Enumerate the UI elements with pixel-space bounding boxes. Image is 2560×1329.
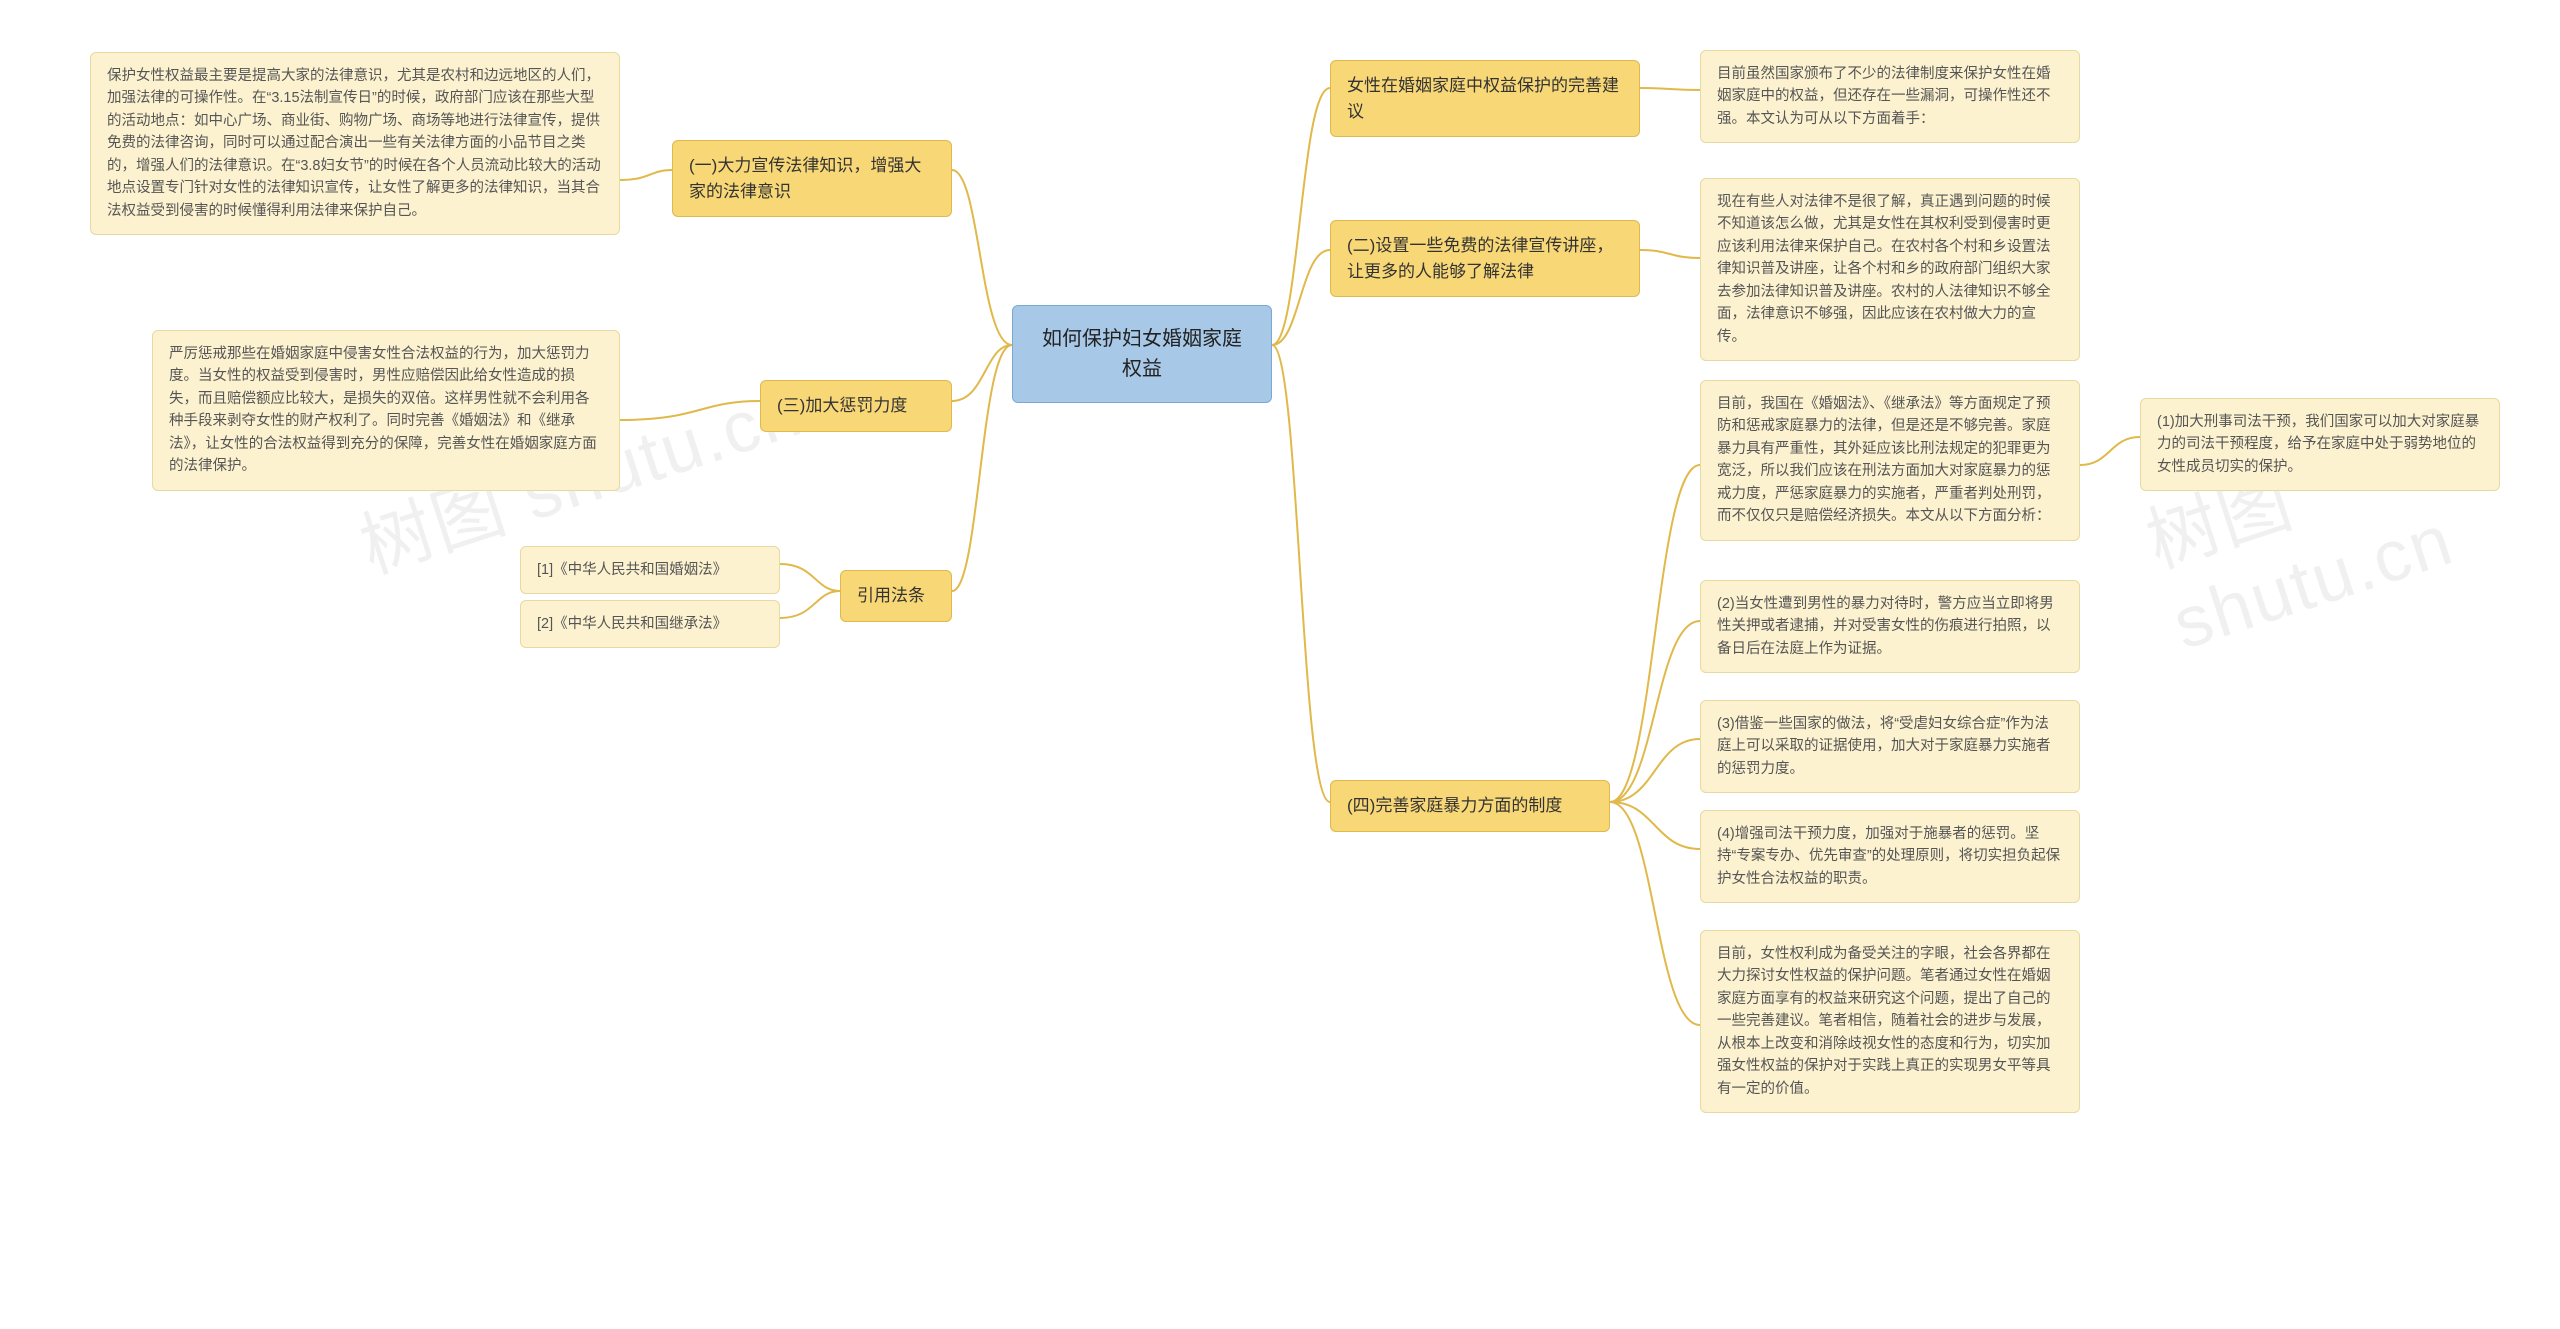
branch-l2[interactable]: (三)加大惩罚力度 xyxy=(760,380,952,432)
branch-r2[interactable]: (二)设置一些免费的法律宣传讲座，让更多的人能够了解法律 xyxy=(1330,220,1640,297)
branch-r3[interactable]: (四)完善家庭暴力方面的制度 xyxy=(1330,780,1610,832)
branch-label: (四)完善家庭暴力方面的制度 xyxy=(1347,796,1562,815)
leaf-r3-2[interactable]: (3)借鉴一些国家的做法，将“受虐妇女综合症”作为法庭上可以采取的证据使用，加大… xyxy=(1700,700,2080,793)
leaf-text: 目前，我国在《婚姻法》、《继承法》等方面规定了预防和惩戒家庭暴力的法律，但是还是… xyxy=(1717,396,2051,524)
leaf-text: 保护女性权益最主要是提高大家的法律意识，尤其是农村和边远地区的人们，加强法律的可… xyxy=(107,68,601,219)
leaf-text: (4)增强司法干预力度，加强对于施暴者的惩罚。坚持“专案专办、优先审查”的处理原… xyxy=(1717,826,2060,887)
leaf-text: (3)借鉴一些国家的做法，将“受虐妇女综合症”作为法庭上可以采取的证据使用，加大… xyxy=(1717,716,2051,777)
branch-l1[interactable]: (一)大力宣传法律知识，增强大家的法律意识 xyxy=(672,140,952,217)
leaf-r3-1[interactable]: (2)当女性遭到男性的暴力对待时，警方应当立即将男性关押或者逮捕，并对受害女性的… xyxy=(1700,580,2080,673)
leaf-l3-0[interactable]: [1]《中华人民共和国婚姻法》 xyxy=(520,546,780,594)
leaf-r3-0-0[interactable]: (1)加大刑事司法干预，我们国家可以加大对家庭暴力的司法干预程度，给予在家庭中处… xyxy=(2140,398,2500,491)
leaf-l3-1[interactable]: [2]《中华人民共和国继承法》 xyxy=(520,600,780,648)
leaf-text: 现在有些人对法律不是很了解，真正遇到问题的时候不知道该怎么做，尤其是女性在其权利… xyxy=(1717,194,2051,345)
branch-label: (三)加大惩罚力度 xyxy=(777,396,907,415)
leaf-r3-0[interactable]: 目前，我国在《婚姻法》、《继承法》等方面规定了预防和惩戒家庭暴力的法律，但是还是… xyxy=(1700,380,2080,541)
leaf-r2-0[interactable]: 现在有些人对法律不是很了解，真正遇到问题的时候不知道该怎么做，尤其是女性在其权利… xyxy=(1700,178,2080,361)
watermark-text: 树图 shutu.cn xyxy=(2137,461,2462,665)
mindmap-canvas: 树图 shutu.cn 树图 shutu.cn 如何保护妇女婚姻家庭权益 (一)… xyxy=(0,0,2560,1329)
leaf-r1-0[interactable]: 目前虽然国家颁布了不少的法律制度来保护女性在婚姻家庭中的权益，但还存在一些漏洞，… xyxy=(1700,50,2080,143)
leaf-r3-4[interactable]: 目前，女性权利成为备受关注的字眼，社会各界都在大力探讨女性权益的保护问题。笔者通… xyxy=(1700,930,2080,1113)
leaf-text: 目前，女性权利成为备受关注的字眼，社会各界都在大力探讨女性权益的保护问题。笔者通… xyxy=(1717,946,2051,1097)
leaf-text: (2)当女性遭到男性的暴力对待时，警方应当立即将男性关押或者逮捕，并对受害女性的… xyxy=(1717,596,2054,657)
branch-label: (二)设置一些免费的法律宣传讲座，让更多的人能够了解法律 xyxy=(1347,236,1613,281)
leaf-l1-0[interactable]: 保护女性权益最主要是提高大家的法律意识，尤其是农村和边远地区的人们，加强法律的可… xyxy=(90,52,620,235)
branch-l3[interactable]: 引用法条 xyxy=(840,570,952,622)
root-node[interactable]: 如何保护妇女婚姻家庭权益 xyxy=(1012,305,1272,403)
leaf-r3-3[interactable]: (4)增强司法干预力度，加强对于施暴者的惩罚。坚持“专案专办、优先审查”的处理原… xyxy=(1700,810,2080,903)
leaf-text: (1)加大刑事司法干预，我们国家可以加大对家庭暴力的司法干预程度，给予在家庭中处… xyxy=(2157,414,2479,475)
leaf-text: 目前虽然国家颁布了不少的法律制度来保护女性在婚姻家庭中的权益，但还存在一些漏洞，… xyxy=(1717,66,2051,127)
branch-label: (一)大力宣传法律知识，增强大家的法律意识 xyxy=(689,156,921,201)
leaf-l2-0[interactable]: 严厉惩戒那些在婚姻家庭中侵害女性合法权益的行为，加大惩罚力度。当女性的权益受到侵… xyxy=(152,330,620,491)
leaf-text: [2]《中华人民共和国继承法》 xyxy=(537,616,727,632)
branch-label: 引用法条 xyxy=(857,586,925,605)
leaf-text: [1]《中华人民共和国婚姻法》 xyxy=(537,562,727,578)
leaf-text: 严厉惩戒那些在婚姻家庭中侵害女性合法权益的行为，加大惩罚力度。当女性的权益受到侵… xyxy=(169,346,597,474)
branch-label: 女性在婚姻家庭中权益保护的完善建议 xyxy=(1347,76,1619,121)
branch-r1[interactable]: 女性在婚姻家庭中权益保护的完善建议 xyxy=(1330,60,1640,137)
root-label: 如何保护妇女婚姻家庭权益 xyxy=(1042,328,1242,380)
